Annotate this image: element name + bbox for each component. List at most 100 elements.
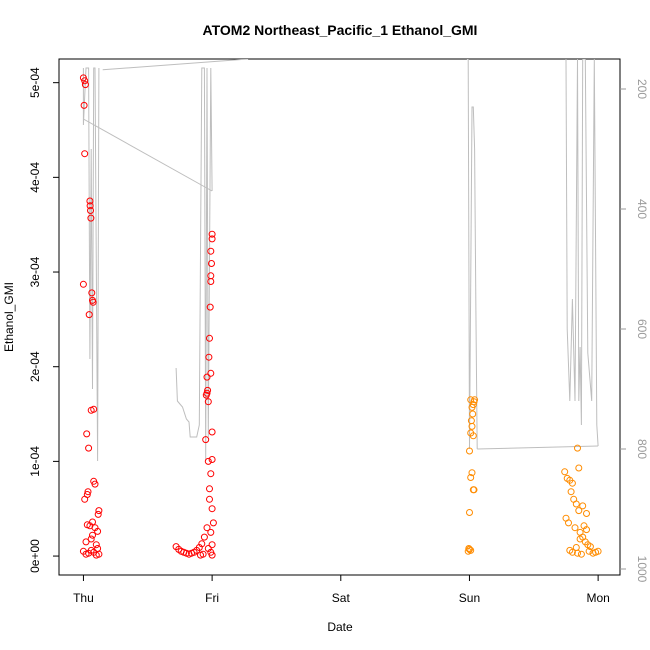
data-point <box>594 547 602 555</box>
data-point <box>88 289 96 297</box>
y-tick-label: 0e+00 <box>28 539 42 573</box>
data-point <box>204 386 212 394</box>
pressure-line-5 <box>477 445 599 450</box>
y2-tick-label: 800 <box>635 439 649 459</box>
data-point <box>207 278 215 285</box>
data-point <box>89 298 97 306</box>
data-point <box>207 470 215 478</box>
data-point <box>87 207 94 214</box>
x-axis-label: Date <box>327 620 353 634</box>
pressure-line-1 <box>83 118 213 192</box>
data-point <box>583 510 590 517</box>
data-point <box>204 457 212 465</box>
data-point <box>206 334 213 342</box>
y-tick-label: 3e-04 <box>28 256 42 287</box>
y2-tick-label: 1000 <box>635 556 649 583</box>
y2-tick-label: 600 <box>635 319 649 339</box>
data-point <box>81 81 89 89</box>
pressure-line-0 <box>82 67 100 462</box>
data-point <box>577 550 585 558</box>
data-point <box>206 495 213 503</box>
data-point <box>86 197 94 205</box>
data-point <box>575 464 583 472</box>
data-point <box>561 468 569 476</box>
data-point <box>572 544 580 551</box>
data-point <box>91 480 99 488</box>
data-point <box>209 519 217 527</box>
data-point <box>208 428 216 436</box>
data-point <box>467 474 475 481</box>
y2-tick-label: 200 <box>635 79 649 99</box>
data-point <box>469 410 477 418</box>
data-point <box>575 507 583 515</box>
data-point <box>206 485 213 493</box>
data-point <box>85 444 93 452</box>
y-tick-label: 1e-04 <box>28 446 42 477</box>
data-point <box>204 398 212 406</box>
data-point <box>585 547 593 555</box>
data-point <box>470 486 478 494</box>
y-axis: 0e+00 1e-04 2e-04 3e-04 4e-04 5e-04 <box>28 67 59 573</box>
x-tick-label: Sat <box>332 591 351 605</box>
y2-axis: 200 400 600 800 1000 <box>620 79 649 583</box>
data-point <box>206 303 214 311</box>
data-point <box>208 230 216 238</box>
data-point <box>94 545 102 552</box>
data-point <box>565 519 572 527</box>
x-axis: Thu Fri Sat Sun Mon <box>73 575 610 605</box>
data-point <box>94 510 102 518</box>
data-point <box>92 541 100 549</box>
data-points <box>79 74 602 559</box>
x-tick-label: Sun <box>459 591 480 605</box>
data-point <box>86 202 94 210</box>
data-point <box>586 543 594 551</box>
data-point <box>83 521 91 529</box>
data-point <box>198 540 206 548</box>
data-point <box>207 528 215 536</box>
y-tick-label: 5e-04 <box>28 67 42 98</box>
data-point <box>465 545 473 552</box>
data-point <box>208 235 216 243</box>
data-point <box>207 247 215 255</box>
data-point <box>203 373 211 381</box>
data-point <box>208 541 216 549</box>
data-point <box>567 488 575 496</box>
data-point <box>583 526 590 534</box>
data-point <box>469 432 477 440</box>
data-point <box>568 479 576 487</box>
data-point <box>468 469 476 477</box>
data-point <box>579 502 587 510</box>
data-point <box>83 491 91 498</box>
pressure-line-4 <box>466 59 478 450</box>
data-point <box>85 311 93 319</box>
pressure-line-3 <box>175 67 213 462</box>
data-point <box>197 551 204 559</box>
plot-frame <box>58 58 621 576</box>
data-point <box>84 488 92 496</box>
y2-tick-label: 400 <box>635 199 649 219</box>
data-point <box>81 77 89 85</box>
x-tick-label: Mon <box>586 591 609 605</box>
data-point <box>466 447 473 455</box>
data-point <box>208 505 216 513</box>
data-point <box>82 538 90 546</box>
data-point <box>467 417 475 425</box>
data-point <box>207 272 215 280</box>
chart-title: ATOM2 Northeast_Pacific_1 Ethanol_GMI <box>203 22 478 38</box>
data-point <box>89 531 96 539</box>
pressure-line-2 <box>102 59 249 71</box>
y-axis-label: Ethanol_GMI <box>2 282 16 352</box>
data-point <box>571 524 579 532</box>
data-point <box>202 391 210 399</box>
data-point <box>79 280 87 288</box>
data-point <box>94 527 102 535</box>
data-point <box>87 214 95 222</box>
y-tick-label: 2e-04 <box>28 351 42 382</box>
pressure-lines <box>82 59 599 462</box>
data-point <box>203 524 211 532</box>
x-tick-label: Fri <box>205 591 219 605</box>
data-point <box>80 101 88 109</box>
data-point <box>87 535 95 543</box>
data-point <box>467 546 475 554</box>
